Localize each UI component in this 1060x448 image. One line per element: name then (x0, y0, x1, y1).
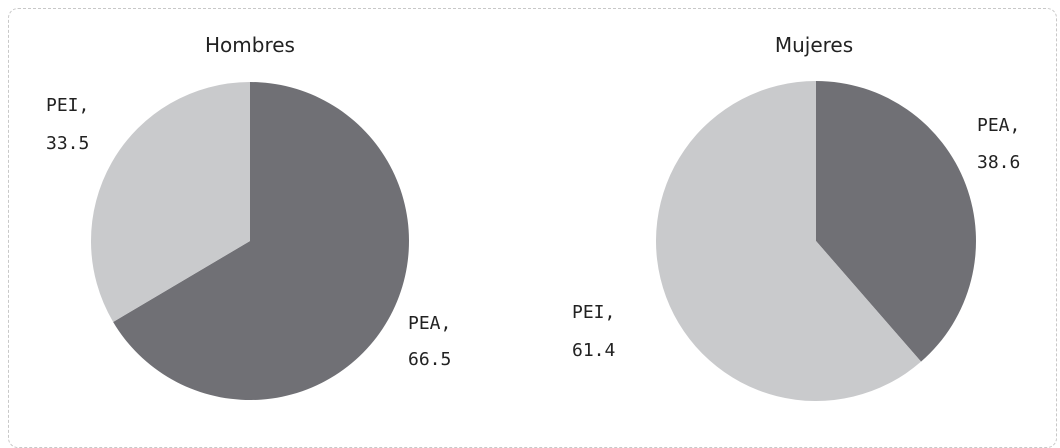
data-label-hombres-pea-value: 66.5 (408, 349, 451, 370)
label-name: PEI (572, 302, 605, 323)
pie-slices-mujeres (655, 80, 976, 402)
data-label-mujeres-pea-name: PEA, (977, 115, 1020, 136)
pie-chart-mujeres: Mujeres PEA, 38.6 PEI, 61.4 (572, 33, 1020, 402)
label-name: PEI (46, 95, 79, 116)
data-label-hombres-pea-name: PEA, (408, 313, 451, 334)
label-sep: , (1010, 115, 1021, 136)
pie-slice-mujeres-pei (655, 80, 922, 402)
pie-slice-hombres-pea (113, 82, 409, 400)
pie-slice-mujeres-pea (816, 81, 976, 362)
label-name: PEA (977, 115, 1010, 136)
data-label-mujeres-pei-name: PEI, (572, 302, 615, 323)
pie-chart-hombres: Hombres PEA, 66.5 PEI, 33.5 (46, 33, 451, 400)
label-sep: , (441, 313, 452, 334)
chart-title-mujeres: Mujeres (775, 33, 853, 57)
data-label-mujeres-pea-value: 38.6 (977, 152, 1020, 173)
pie-slice-hombres-pei (90, 82, 250, 322)
label-sep: , (79, 95, 90, 116)
data-label-hombres-pei-name: PEI, (46, 95, 89, 116)
label-name: PEA (408, 313, 441, 334)
pie-slices-hombres (90, 82, 409, 400)
label-sep: , (605, 302, 616, 323)
data-label-mujeres-pei-value: 61.4 (572, 340, 615, 361)
chart-title-hombres: Hombres (205, 33, 295, 57)
data-label-hombres-pei-value: 33.5 (46, 133, 89, 154)
